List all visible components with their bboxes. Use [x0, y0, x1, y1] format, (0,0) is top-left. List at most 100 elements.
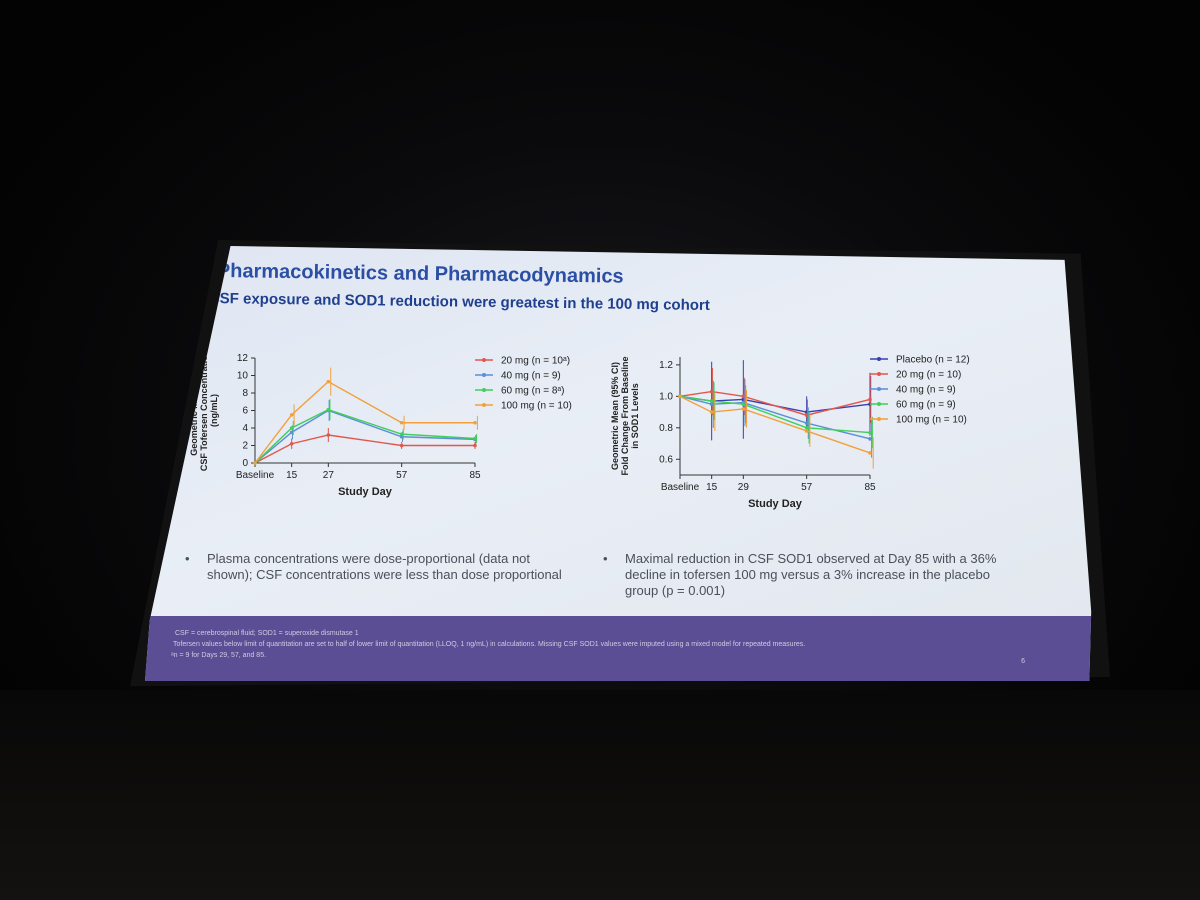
chart0-y-tick-label: 6	[242, 406, 248, 417]
bullet-dot-left: •	[185, 551, 190, 566]
sod1-fold-change-chart: 0.6 0.8 1.0 1.2 Baseline 15 29 57 85 Study Day Geo…	[610, 355, 970, 511]
chart0-x-axis-label: Study Day	[338, 486, 393, 498]
bullet-left: • Plasma concentrations were dose-propor…	[185, 551, 567, 583]
chart0-y-tick-label: 4	[242, 423, 248, 434]
chart1-series-line	[679, 395, 871, 434]
chart1-data-point	[868, 451, 872, 455]
chart1-data-point	[868, 437, 872, 441]
chart0-data-point	[399, 443, 404, 448]
bullet-dot-right: •	[603, 551, 608, 566]
chart0-legend-label: 20 mg (n = 10ᵃ)	[501, 356, 570, 367]
chart1-y-axis-label: Geometric Mean (95% CI)Fold Change From …	[610, 356, 640, 475]
chart1-data-point	[868, 397, 872, 402]
chart1-x-tick-label: 15	[706, 482, 718, 493]
chart1-x-tick-label: 85	[864, 482, 876, 493]
chart1-data-point	[741, 394, 746, 399]
chart0-data-point	[326, 433, 331, 437]
chart1-legend-marker	[877, 357, 881, 361]
chart1-legend-label: Placebo (n = 12)	[896, 355, 970, 366]
chart0-y-tick-label: 0	[242, 458, 248, 469]
chart0-series-line	[254, 434, 475, 464]
chart1-data-point	[804, 421, 809, 425]
chart1-data-point	[678, 394, 682, 399]
bullet-right: • Maximal reduction in CSF SOD1 observed…	[603, 551, 1005, 599]
chart1-series-line	[679, 395, 871, 454]
chart1-data-point	[804, 426, 809, 430]
chart0-legend-marker	[482, 373, 486, 377]
slide-title: Pharmacokinetics and Pharmacodynamics	[216, 260, 624, 288]
chart1-legend-label: 40 mg (n = 9)	[896, 385, 956, 396]
chart1-series-line	[679, 395, 871, 440]
footnote-abbreviations: CSF = cerebrospinal fluid; SOD1 = supero…	[175, 630, 359, 637]
chart0-legend-marker	[482, 358, 486, 362]
chart1-legend-label: 20 mg (n = 10)	[896, 370, 961, 381]
chart0-data-point	[289, 441, 294, 446]
footnote-n: ᵃn = 9 for Days 29, 57, and 85.	[171, 652, 267, 659]
chart0-legend-label: 100 mg (n = 10)	[501, 401, 572, 412]
chart1-legend-marker	[877, 372, 881, 376]
chart0-y-tick-label: 8	[242, 388, 248, 399]
chart1-data-point	[709, 410, 714, 414]
chart1-legend-marker	[877, 387, 881, 391]
slide-footer: CSF = cerebrospinal fluid; SOD1 = supero…	[145, 616, 1092, 681]
chart1-y-tick-label: 0.8	[659, 423, 673, 434]
chart0-data-point	[473, 420, 477, 425]
chart1-y-tick-label: 1.2	[659, 360, 673, 371]
chart0-data-point	[473, 443, 477, 448]
chart0-y-tick-label: 10	[237, 371, 249, 382]
chart0-x-tick-label: 27	[323, 470, 335, 481]
chart0-data-point	[289, 426, 294, 430]
chart0-data-point	[326, 407, 331, 412]
chart0-legend-marker	[482, 388, 486, 392]
chart1-y-tick-label: 0.6	[659, 454, 673, 465]
chart1-y-tick-label: 1.0	[659, 391, 673, 402]
chart0-x-tick-label: 57	[396, 470, 408, 481]
chart1-y-axis-label-line: in SOD1 Levels	[630, 383, 640, 449]
chart0-data-point	[399, 434, 404, 439]
chart0-data-point	[399, 420, 404, 425]
chart1-legend-label: 60 mg (n = 9)	[896, 400, 956, 411]
chart1-data-point	[868, 430, 872, 435]
chart1-legend-marker	[877, 402, 881, 406]
page-number: 6	[1021, 658, 1025, 665]
chart1-x-tick-label: 57	[801, 482, 813, 493]
chart1-x-tick-label: Baseline	[661, 482, 700, 493]
chart0-data-point	[326, 379, 331, 384]
chart0-x-tick-label: 85	[469, 470, 481, 481]
chart0-data-point	[399, 432, 404, 436]
chart1-legend-label: 100 mg (n = 10)	[896, 415, 967, 426]
chart0-legend-label: 60 mg (n = 8ᵃ)	[501, 386, 564, 397]
chart0-data-point	[289, 413, 294, 417]
chart0-x-tick-label: 15	[286, 470, 298, 481]
chart1-data-point	[741, 407, 746, 411]
chart0-data-point	[253, 461, 257, 465]
chart1-legend-marker	[877, 417, 881, 421]
chart1-data-point	[804, 429, 809, 433]
chart1-series-line	[679, 395, 871, 413]
chart1-data-point	[709, 399, 714, 403]
bullet-left-text: Plasma concentrations were dose-proporti…	[207, 551, 562, 582]
chart0-y-axis-label-line: CSF Tofersen Concentration	[199, 350, 209, 471]
chart1-data-point	[709, 389, 714, 394]
chart1-data-point	[709, 402, 714, 406]
chart1-y-axis-label-line: Geometric Mean (95% CI)	[610, 362, 620, 470]
chart1-y-axis-label-line: Fold Change From Baseline	[620, 356, 630, 475]
chart1-data-point	[804, 413, 809, 418]
chart1-data-point	[741, 402, 746, 406]
chart0-data-point	[289, 430, 294, 435]
slide-subtitle: CSF exposure and SOD1 reduction were gre…	[208, 290, 710, 314]
presentation-slide: Pharmacokinetics and Pharmacodynamics CS…	[145, 246, 1092, 681]
chart1-x-axis-label: Study Day	[748, 498, 803, 510]
chart0-y-tick-label: 12	[237, 353, 249, 364]
chart0-x-tick-label: Baseline	[236, 470, 275, 481]
chart0-legend-marker	[482, 403, 486, 407]
footnote-lloq: Tofersen values below limit of quantitat…	[173, 641, 806, 648]
audience-seating-area	[0, 690, 1200, 900]
chart0-y-axis-label-line: (ng/mL)	[209, 394, 219, 427]
chart0-legend-label: 40 mg (n = 9)	[501, 371, 561, 382]
chart1-x-tick-label: 29	[738, 482, 750, 493]
chart0-y-tick-label: 2	[242, 441, 248, 452]
chart0-data-point	[473, 436, 477, 441]
bullet-right-text: Maximal reduction in CSF SOD1 observed a…	[625, 551, 997, 598]
